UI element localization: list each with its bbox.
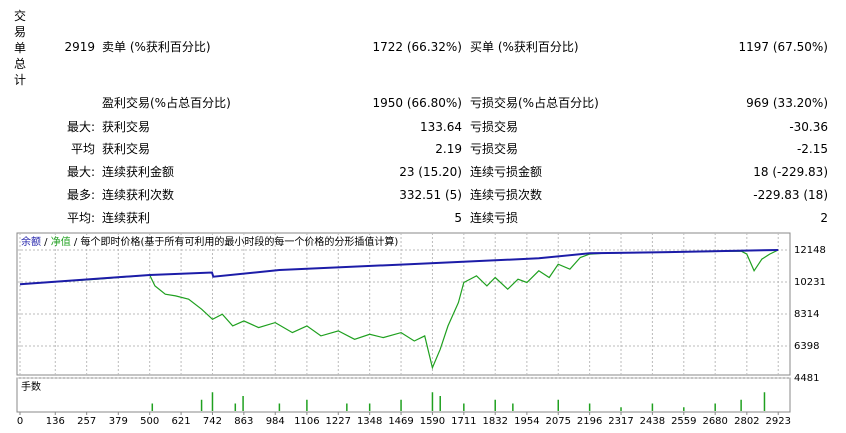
stat-value: 1197 (67.50%) xyxy=(738,40,828,54)
stat-label: 盈利交易(%占总百分比) xyxy=(102,96,231,110)
legend: 余额 / 净值 / 每个即时价格(基于所有可利用的最小时段的每一个价格的分形插值… xyxy=(21,235,398,248)
x-tick-label: 2923 xyxy=(765,416,790,427)
y-tick-label: 6398 xyxy=(794,341,819,352)
x-tick-label: 1590 xyxy=(420,416,445,427)
row-key: 2919 xyxy=(64,40,95,54)
legend-entry: 余额 xyxy=(21,235,41,248)
x-tick-label: 1711 xyxy=(451,416,476,427)
x-tick-label: 984 xyxy=(266,416,285,427)
volume-label: 手数 xyxy=(21,380,41,393)
x-tick-label: 742 xyxy=(203,416,222,427)
stat-value: 18 (-229.83) xyxy=(753,165,828,179)
x-tick-label: 136 xyxy=(46,416,65,427)
stat-value: 23 (15.20) xyxy=(399,165,462,179)
x-tick-label: 2802 xyxy=(734,416,759,427)
x-tick-label: 1227 xyxy=(326,416,351,427)
stat-value: -2.15 xyxy=(796,142,828,156)
stat-value: -229.83 (18) xyxy=(753,188,828,202)
stat-label: 连续亏损 xyxy=(470,211,519,225)
x-tick-label: 1348 xyxy=(357,416,382,427)
row-key: 最多: xyxy=(66,188,95,202)
stat-label: 获利交易 xyxy=(102,142,151,156)
legend-sep: / xyxy=(41,237,51,248)
stat-value: 969 (33.20%) xyxy=(746,96,828,110)
x-tick-label: 1469 xyxy=(388,416,413,427)
x-tick-label: 2075 xyxy=(546,416,571,427)
stat-label: 获利交易 xyxy=(102,120,151,134)
stat-value: 2 xyxy=(820,211,828,225)
stat-value: 133.64 xyxy=(420,120,462,134)
x-tick-label: 2196 xyxy=(577,416,602,427)
stat-label: 买单 (%获利百分比) xyxy=(470,40,579,54)
x-tick-label: 0 xyxy=(17,416,23,427)
y-tick-label: 12148 xyxy=(794,245,826,256)
stat-label: 连续亏损金额 xyxy=(470,165,543,179)
legend-entry: 净值 xyxy=(51,235,71,248)
y-tick-label: 8314 xyxy=(794,309,819,320)
y-tick-label: 10231 xyxy=(794,277,826,288)
side-label: 交易单总计 xyxy=(14,9,27,87)
row-key: 平均 xyxy=(70,142,95,156)
x-tick-label: 2680 xyxy=(702,416,727,427)
stat-label: 连续亏损次数 xyxy=(470,188,543,202)
chart-frame xyxy=(16,232,791,376)
stat-label: 卖单 (%获利百分比) xyxy=(102,40,211,54)
stat-value: -30.36 xyxy=(789,120,828,134)
stat-value: 332.51 (5) xyxy=(399,188,462,202)
stat-value: 2.19 xyxy=(435,142,462,156)
x-tick-label: 257 xyxy=(77,416,96,427)
x-tick-label: 500 xyxy=(140,416,159,427)
x-tick-label: 1954 xyxy=(514,416,539,427)
x-tick-label: 863 xyxy=(234,416,253,427)
stat-label: 亏损交易(%占总百分比) xyxy=(470,96,599,110)
series-line xyxy=(19,249,779,286)
stat-label: 连续获利 xyxy=(102,211,151,225)
stat-label: 亏损交易 xyxy=(470,142,519,156)
stat-value: 5 xyxy=(454,211,462,225)
volume-frame xyxy=(16,377,791,413)
row-key: 平均: xyxy=(66,211,95,225)
x-tick-label: 2317 xyxy=(608,416,633,427)
legend-note: 每个即时价格(基于所有可利用的最小时段的每一个价格的分形插值计算) xyxy=(80,235,398,248)
stat-label: 连续获利次数 xyxy=(102,188,175,202)
row-key: 最大: xyxy=(66,165,95,179)
stat-label: 亏损交易 xyxy=(470,120,519,134)
legend-sep: / xyxy=(71,237,81,248)
stat-label: 连续获利金额 xyxy=(102,165,175,179)
stat-value: 1722 (66.32%) xyxy=(372,40,462,54)
x-tick-label: 2559 xyxy=(671,416,696,427)
x-tick-label: 379 xyxy=(109,416,128,427)
stat-value: 1950 (66.80%) xyxy=(372,96,462,110)
row-key: 最大: xyxy=(66,120,95,134)
x-tick-label: 621 xyxy=(172,416,191,427)
x-tick-label: 2438 xyxy=(640,416,665,427)
x-tick-label: 1106 xyxy=(294,416,319,427)
y-tick-label: 4481 xyxy=(794,373,819,384)
x-tick-label: 1832 xyxy=(482,416,507,427)
